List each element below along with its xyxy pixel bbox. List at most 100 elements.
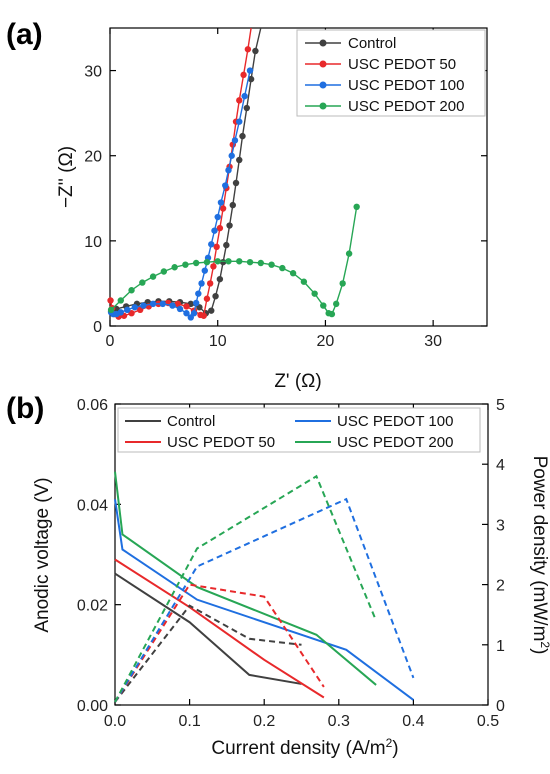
data-point (140, 302, 147, 309)
panel-b-xtick-label: 0.2 (253, 713, 275, 730)
data-point (257, 259, 264, 267)
legend-entry: USC PEDOT 100 (348, 77, 464, 94)
panel-b-label: (b) (6, 392, 44, 425)
data-point (131, 304, 138, 311)
legend-entry: USC PEDOT 100 (337, 413, 453, 430)
data-point (208, 307, 215, 314)
panel-b-xtick-label: 0.3 (328, 713, 350, 730)
panel-b-ytick-label-right: 3 (496, 517, 505, 534)
data-point (160, 268, 168, 275)
panel-a-legend-box (296, 29, 486, 117)
data-point (195, 290, 202, 297)
data-point (208, 241, 215, 248)
panel-a-ytick-label: 20 (84, 149, 102, 166)
data-point (311, 290, 318, 297)
data-point (300, 278, 308, 285)
data-point (225, 258, 232, 265)
data-point (174, 300, 182, 308)
voltage-curve-0 (114, 572, 302, 685)
panel-a-xtick-label: 10 (209, 333, 227, 350)
panel-b-series (114, 471, 415, 703)
legend-entry: USC PEDOT 200 (337, 434, 453, 451)
voltage-curve-2 (114, 499, 414, 701)
panel-b-xtick-label: 0.4 (402, 713, 424, 730)
panel-b-legend-box (117, 407, 481, 453)
data-point (117, 297, 124, 304)
panel-b-ytick-label-left: 0.02 (77, 598, 108, 615)
data-point (183, 303, 190, 310)
panel-a: (a) 0 10 20 30 0 10 20 30 Z' (Ω) −Z'' (Ω) Contr… (6, 18, 488, 392)
legend-entry: Control (348, 35, 396, 52)
panel-a-label: (a) (6, 18, 43, 51)
legend-entry: Control (167, 413, 215, 430)
data-point (210, 263, 217, 270)
data-point (333, 300, 340, 308)
panel-b-ytick-label-right: 5 (496, 397, 505, 414)
data-point (201, 267, 208, 274)
data-point (206, 280, 214, 287)
voltage-curve-1 (114, 558, 325, 699)
data-point (239, 132, 246, 140)
data-point (232, 179, 240, 187)
data-point (216, 224, 224, 232)
legend-entry: USC PEDOT 200 (348, 98, 464, 115)
data-point (320, 302, 327, 309)
data-point (176, 305, 184, 313)
data-point (241, 92, 248, 100)
data-point (139, 279, 146, 286)
panel-b-ytick-label-right: 1 (496, 638, 505, 655)
data-point (213, 243, 220, 251)
legend-marker (319, 81, 327, 89)
data-point (339, 280, 346, 287)
data-point (169, 302, 176, 309)
series-line-2 (110, 70, 251, 319)
panel-a-frame (109, 27, 488, 327)
data-point (219, 205, 227, 212)
panel-a-xtick-label: 20 (317, 333, 335, 350)
data-point (159, 300, 166, 308)
data-point (219, 258, 227, 266)
data-point (216, 275, 224, 283)
data-point (171, 264, 178, 271)
data-point (192, 299, 200, 307)
panel-b: (b) 0.0 0.1 0.2 0.3 0.4 0.5 0.00 0.02 0.04 0.06 0 1… (6, 392, 550, 759)
data-point (117, 309, 124, 316)
data-point (289, 270, 297, 277)
power-curve-4 (114, 604, 302, 703)
panel-b-frame (114, 403, 489, 706)
data-point (268, 261, 275, 268)
panel-b-ytick-label-left: 0.06 (77, 397, 108, 414)
panel-a-xtick-label: 0 (106, 333, 115, 350)
data-point (217, 199, 225, 206)
panel-b-ticks: 0.0 0.1 0.2 0.3 0.4 0.5 0.00 0.02 0.04 0.06 0 1 2 3 4 5 (77, 397, 505, 730)
voltage-curve-3 (114, 471, 377, 686)
legend-marker (319, 39, 327, 47)
panel-a-xlabel: Z' (Ω) (274, 371, 321, 392)
data-point (183, 310, 190, 317)
data-point (246, 258, 254, 266)
data-point (225, 166, 232, 174)
data-point (214, 213, 221, 221)
panel-a-ytick-label: 0 (93, 319, 102, 336)
legend-entry: USC PEDOT 50 (348, 56, 456, 73)
data-point (236, 97, 243, 104)
panel-b-ytick-label-right: 0 (496, 698, 505, 715)
data-point (231, 137, 239, 144)
data-point (192, 259, 200, 267)
data-point (240, 71, 247, 79)
panel-a-legend: Control USC PEDOT 50 USC PEDOT 100 USC PEDO… (296, 29, 486, 117)
data-point (243, 104, 250, 112)
panel-b-ytick-label-left: 0.04 (77, 497, 108, 514)
data-point (236, 118, 243, 125)
data-point (149, 273, 157, 280)
data-point (252, 47, 259, 55)
panel-b-xtick-label: 0.0 (104, 713, 126, 730)
data-point (107, 306, 115, 314)
panel-b-xtick-label: 0.5 (477, 713, 499, 730)
data-point (229, 201, 236, 209)
data-point (236, 258, 243, 265)
panel-b-ytick-label-left: 0.00 (77, 698, 108, 715)
panel-b-ytick-label-right: 2 (496, 578, 505, 595)
series-line-3 (110, 206, 358, 315)
